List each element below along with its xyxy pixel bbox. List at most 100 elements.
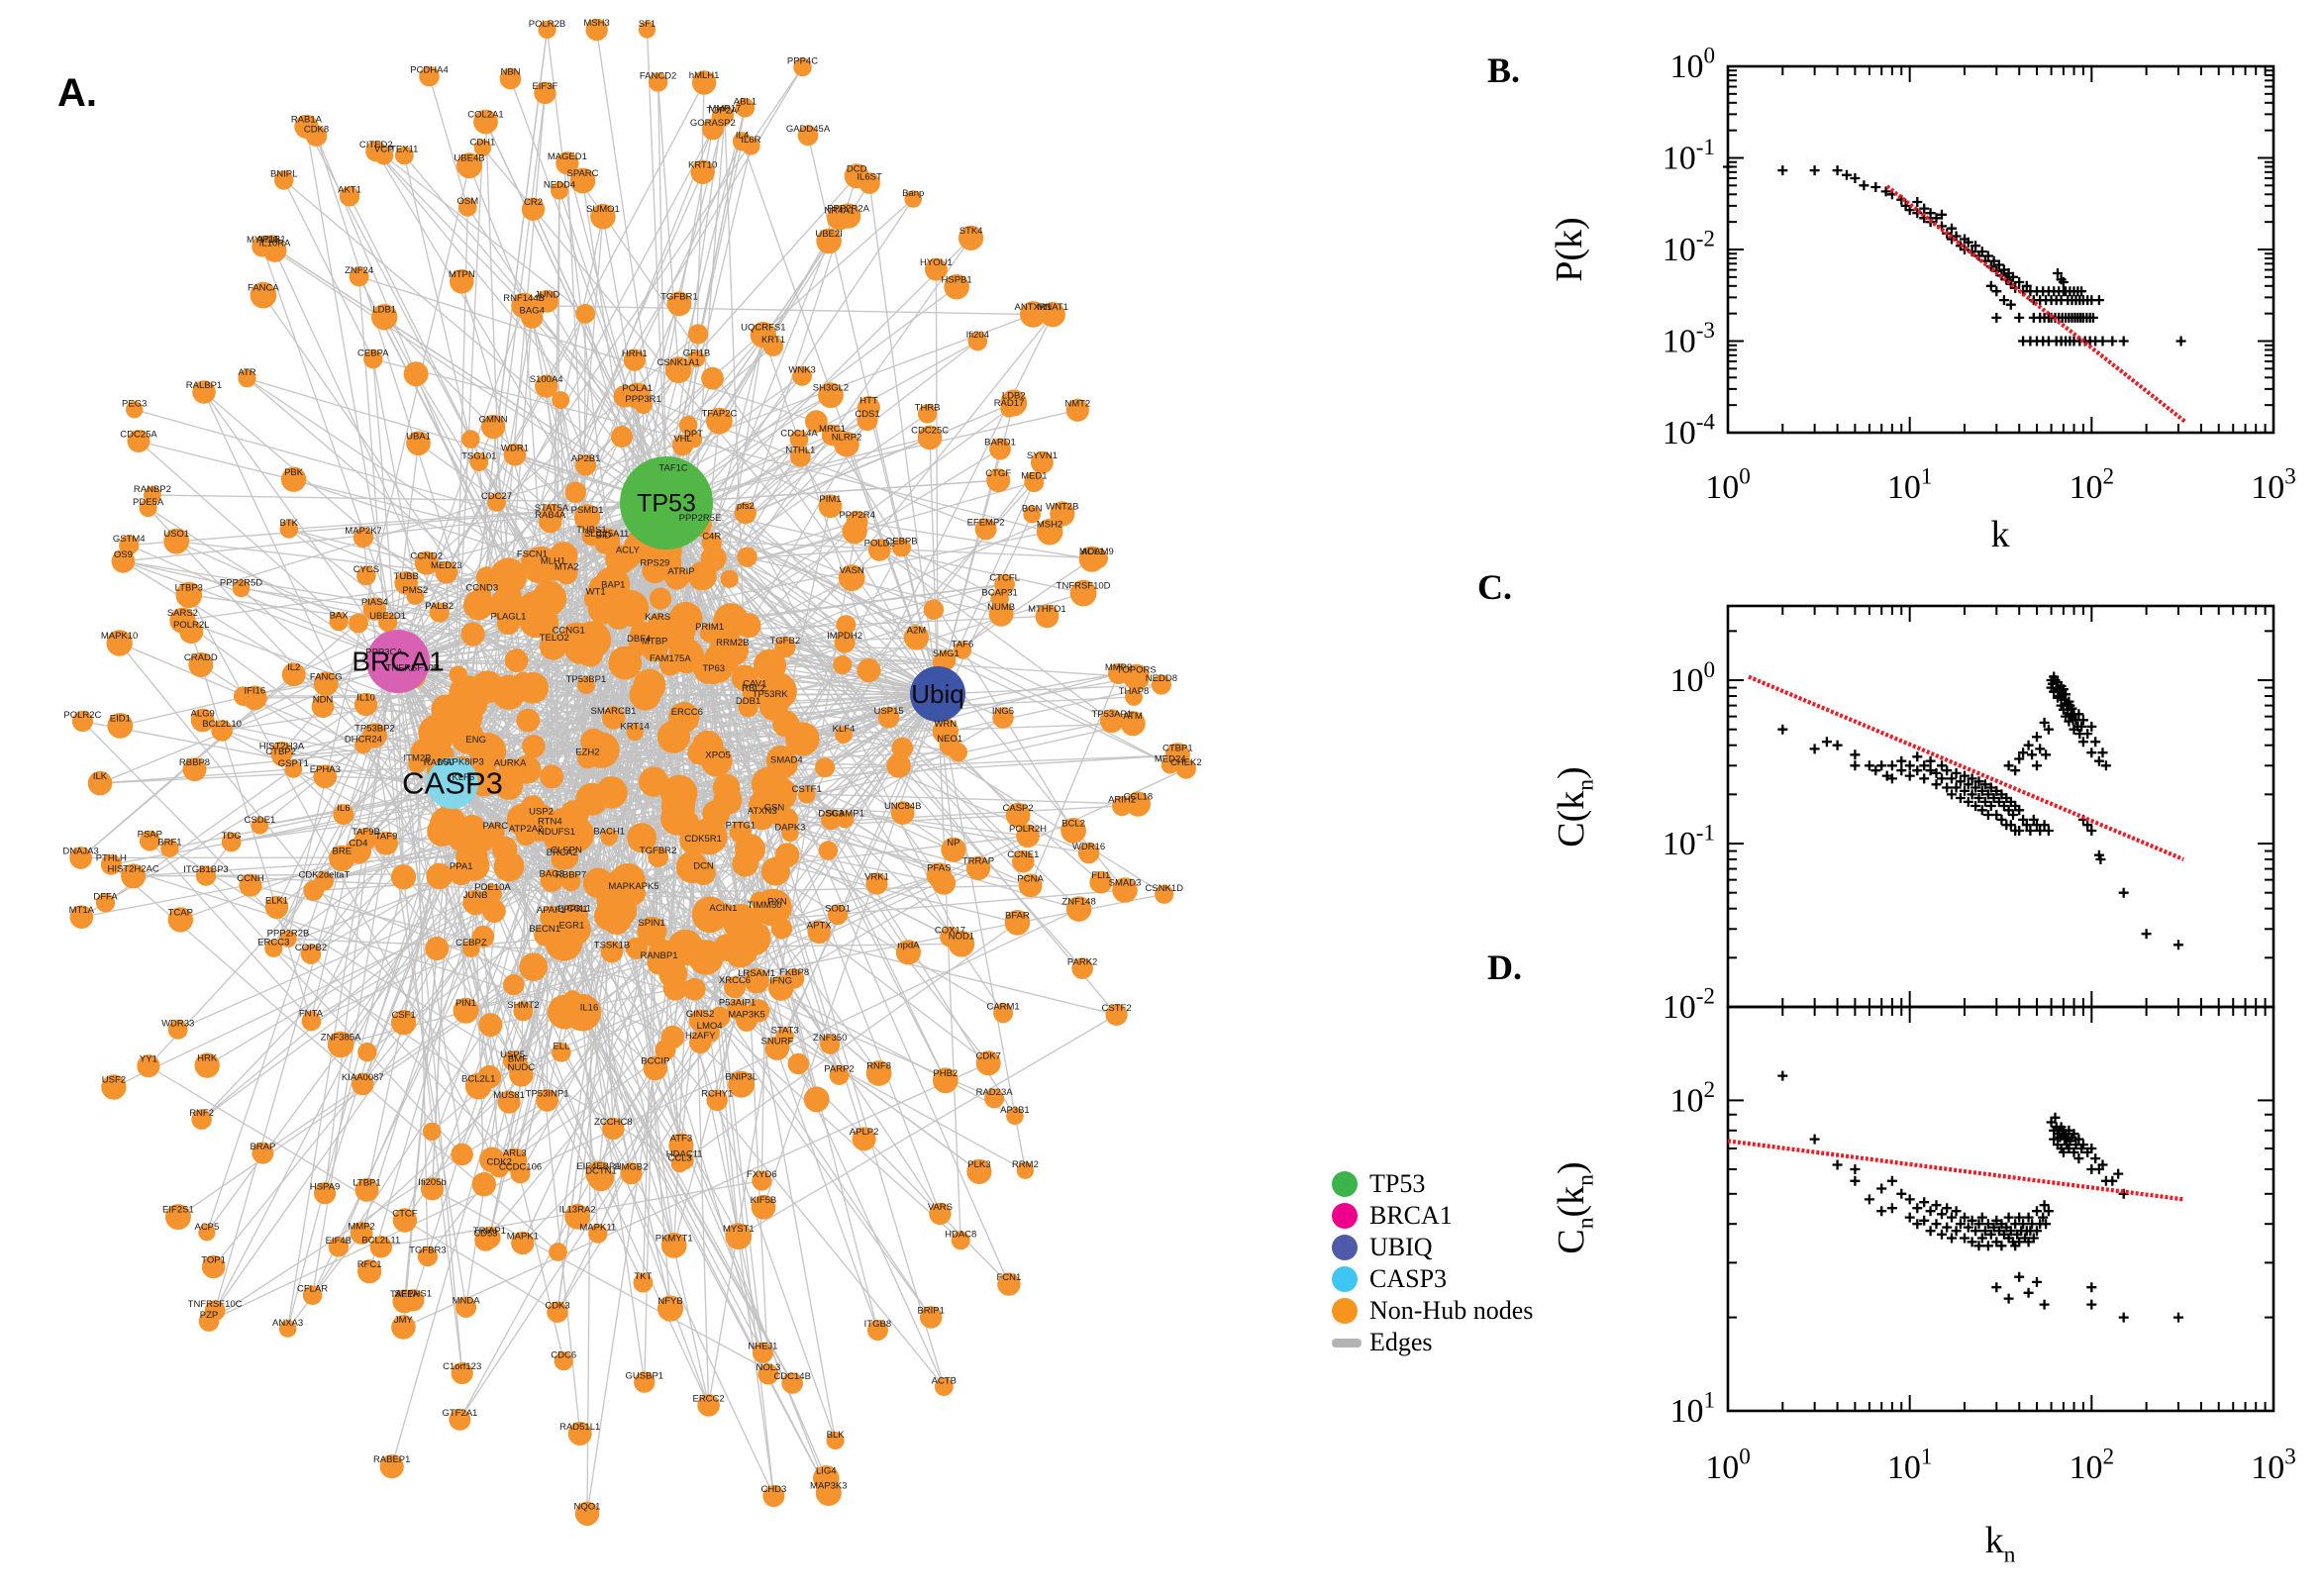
network-node[interactable] — [662, 975, 688, 1001]
network-node[interactable] — [402, 1289, 425, 1312]
network-node[interactable] — [281, 662, 306, 687]
network-node[interactable] — [362, 597, 386, 621]
network-node[interactable] — [655, 1039, 676, 1060]
network-node[interactable] — [69, 847, 92, 869]
network-node[interactable] — [1071, 957, 1093, 979]
network-node[interactable] — [842, 518, 867, 545]
network-node[interactable] — [167, 1020, 188, 1040]
network-node[interactable] — [238, 369, 256, 388]
network-node[interactable] — [751, 1194, 776, 1220]
network-node[interactable] — [462, 889, 488, 916]
network-node[interactable] — [354, 1177, 379, 1202]
network-node[interactable] — [414, 550, 439, 575]
network-node[interactable] — [838, 564, 865, 591]
network-node[interactable] — [194, 1052, 220, 1078]
network-node[interactable] — [866, 1320, 888, 1341]
network-node[interactable] — [374, 831, 398, 855]
network-node[interactable] — [706, 1089, 728, 1112]
network-node[interactable] — [554, 1351, 573, 1371]
network-node[interactable] — [453, 997, 479, 1024]
network-node[interactable] — [482, 899, 506, 923]
network-node[interactable] — [1151, 674, 1171, 695]
network-node[interactable] — [251, 817, 269, 835]
network-node[interactable] — [633, 1272, 654, 1293]
network-node[interactable] — [678, 416, 698, 435]
network-node[interactable] — [611, 426, 633, 448]
network-node[interactable] — [895, 940, 922, 965]
network-node[interactable] — [420, 1177, 445, 1201]
network-node[interactable] — [951, 1231, 970, 1250]
network-node[interactable] — [750, 891, 768, 910]
network-node[interactable] — [239, 873, 262, 897]
network-node[interactable] — [329, 612, 349, 632]
network-node[interactable] — [1060, 818, 1086, 844]
network-node[interactable] — [211, 720, 233, 742]
network-node[interactable] — [648, 72, 668, 92]
network-node[interactable] — [391, 1315, 416, 1340]
network-node[interactable] — [1065, 398, 1089, 422]
network-node[interactable] — [684, 431, 703, 449]
network-node[interactable] — [867, 539, 891, 561]
network-node[interactable] — [1016, 824, 1040, 848]
network-node[interactable] — [374, 146, 394, 165]
network-node[interactable] — [392, 1208, 418, 1233]
network-node[interactable] — [944, 273, 969, 300]
network-node[interactable] — [790, 446, 811, 467]
network-node[interactable] — [891, 737, 913, 759]
network-node[interactable] — [924, 257, 948, 281]
network-node[interactable] — [797, 125, 819, 147]
network-node[interactable] — [633, 668, 666, 702]
network-node[interactable] — [934, 1377, 954, 1396]
network-node[interactable] — [435, 560, 458, 584]
network-node[interactable] — [1005, 802, 1031, 828]
network-node[interactable] — [512, 755, 542, 784]
network-node[interactable] — [280, 466, 307, 492]
network-node[interactable] — [700, 546, 727, 571]
network-node[interactable] — [1175, 758, 1196, 779]
network-node[interactable] — [601, 706, 626, 730]
network-node[interactable] — [264, 939, 283, 957]
network-node[interactable] — [760, 856, 790, 886]
network-node[interactable] — [953, 641, 972, 659]
network-node[interactable] — [260, 235, 282, 256]
network-node[interactable] — [959, 225, 984, 250]
network-node[interactable] — [691, 70, 717, 95]
network-node[interactable] — [1112, 796, 1133, 817]
network-node[interactable] — [480, 414, 506, 440]
network-node[interactable] — [820, 1034, 841, 1054]
network-node[interactable] — [833, 654, 853, 675]
network-node[interactable] — [805, 410, 828, 434]
network-node[interactable] — [664, 356, 692, 383]
network-node[interactable] — [639, 766, 669, 797]
network-node[interactable] — [455, 1296, 477, 1318]
network-node[interactable] — [339, 186, 360, 207]
network-node[interactable] — [932, 870, 957, 895]
network-node[interactable] — [1120, 711, 1146, 737]
network-node[interactable] — [521, 197, 546, 221]
network-node[interactable] — [590, 203, 616, 230]
network-node[interactable] — [1018, 873, 1043, 898]
network-node[interactable] — [675, 850, 709, 884]
network-node[interactable] — [419, 65, 440, 87]
network-node[interactable] — [661, 788, 696, 824]
network-node[interactable] — [917, 404, 938, 424]
network-node[interactable] — [458, 850, 490, 881]
network-node[interactable] — [167, 907, 193, 933]
network-node[interactable] — [728, 1070, 756, 1098]
network-node[interactable] — [560, 871, 581, 892]
network-node[interactable] — [690, 159, 715, 184]
network-node[interactable] — [137, 1054, 160, 1078]
network-node[interactable] — [992, 707, 1014, 729]
network-node[interactable] — [119, 535, 140, 555]
network-node[interactable] — [735, 834, 765, 865]
network-node[interactable] — [575, 304, 595, 324]
network-node[interactable] — [532, 580, 567, 616]
network-node[interactable] — [687, 349, 706, 368]
network-node[interactable] — [891, 538, 912, 557]
network-node[interactable] — [279, 520, 299, 539]
network-node[interactable] — [929, 1202, 952, 1226]
network-node[interactable] — [390, 1009, 417, 1036]
network-node[interactable] — [313, 764, 338, 789]
network-node[interactable] — [966, 1158, 992, 1184]
network-node[interactable] — [473, 109, 498, 135]
